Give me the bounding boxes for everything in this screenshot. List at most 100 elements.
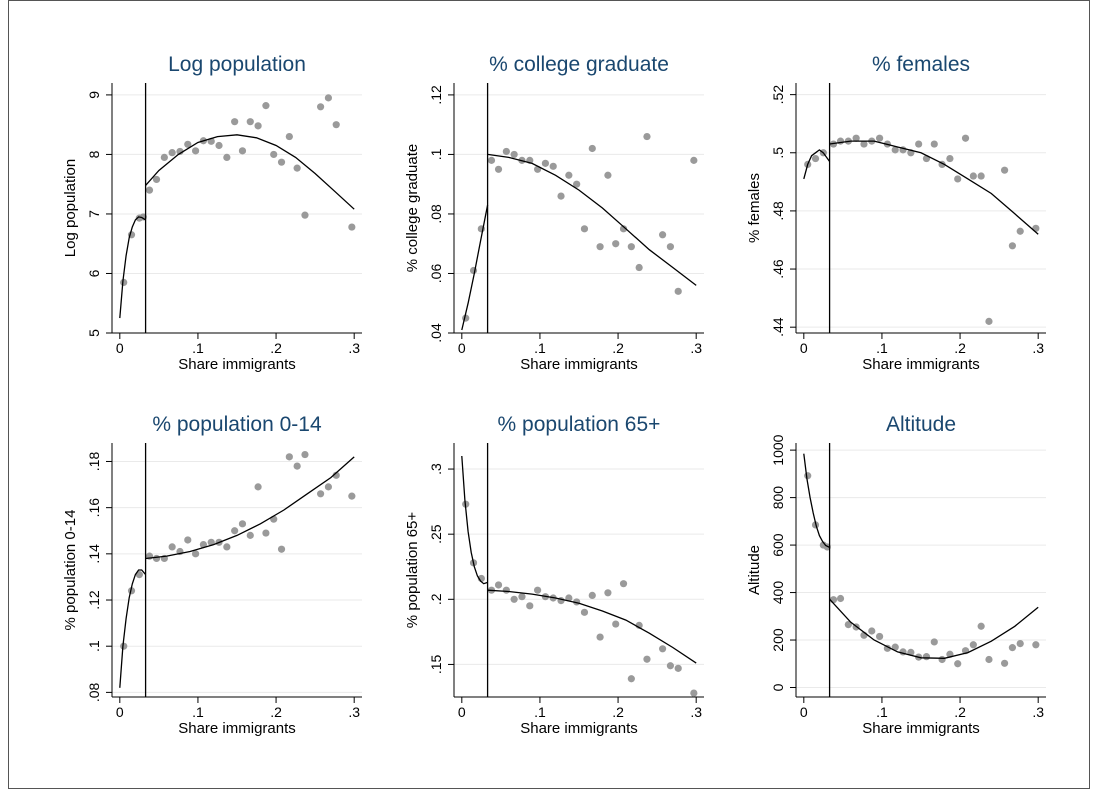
data-point	[588, 144, 596, 153]
data-point	[285, 132, 293, 141]
data-point	[168, 543, 176, 551]
data-point	[580, 225, 589, 233]
data-point	[348, 492, 356, 500]
x-tick-label: 0	[458, 340, 466, 356]
data-point	[930, 140, 938, 148]
data-point	[804, 472, 812, 480]
y-tick-label: 9	[86, 91, 102, 99]
y-tick-label: .04	[428, 323, 444, 343]
data-point	[573, 180, 581, 188]
data-point	[518, 593, 526, 601]
chart-title: % females	[872, 53, 970, 76]
data-point	[565, 171, 573, 179]
y-tick-label: 5	[86, 329, 102, 337]
data-point	[604, 589, 612, 597]
data-point	[674, 287, 682, 295]
y-axis-label: % females	[746, 173, 763, 243]
data-point	[811, 154, 820, 163]
y-tick-label: 1000	[770, 434, 786, 465]
chart-panel: .04 .06 .08 .1 .12 0 .1 .2 .3 % college graduate S…	[404, 53, 704, 373]
y-tick-label: .08	[428, 204, 444, 224]
data-point	[207, 538, 215, 546]
data-point	[868, 627, 876, 635]
data-point	[836, 137, 845, 145]
x-tick-label: .2	[270, 704, 282, 720]
fit-line-right	[487, 589, 697, 664]
y-tick-label: 6	[86, 269, 102, 277]
data-point	[277, 545, 286, 553]
data-point	[176, 147, 184, 156]
data-point	[223, 543, 231, 551]
data-point	[120, 642, 128, 650]
data-point	[246, 118, 254, 126]
figure-frame	[8, 0, 1090, 789]
data-point	[549, 162, 557, 170]
y-axis-label: Altitude	[746, 545, 763, 595]
x-axis-label: Share immigrants	[862, 720, 980, 737]
data-point	[285, 453, 293, 461]
data-point	[666, 662, 675, 670]
data-point	[666, 243, 675, 251]
data-point	[510, 595, 518, 603]
x-axis-label: Share immigrants	[520, 356, 638, 373]
x-tick-label: .2	[954, 704, 966, 720]
fit-line-right	[829, 598, 1039, 659]
data-point	[262, 102, 270, 110]
data-point	[627, 675, 635, 683]
data-point	[565, 594, 573, 602]
data-point	[502, 586, 510, 594]
y-axis-label: Log population	[62, 159, 79, 257]
y-axis-label: % population 65+	[404, 512, 421, 629]
data-point	[184, 536, 192, 544]
chart-panel: 0 200 400 600 800 1000 0 .1 .2 .3 Altitude Share im…	[746, 413, 1046, 737]
chart-title: Altitude	[886, 413, 956, 436]
fit-line-left	[461, 455, 488, 585]
data-point	[930, 638, 938, 646]
data-point	[231, 118, 239, 126]
data-point	[946, 154, 954, 163]
y-tick-label: .3	[428, 463, 444, 475]
data-point	[961, 134, 970, 142]
y-tick-label: .44	[770, 317, 786, 337]
data-point	[502, 147, 510, 156]
data-point	[612, 240, 620, 248]
fit-line-left	[803, 453, 830, 548]
data-point	[604, 171, 612, 179]
data-point	[270, 150, 278, 159]
x-tick-label: 0	[458, 704, 466, 720]
data-point	[875, 632, 884, 641]
x-tick-label: .3	[690, 340, 702, 356]
data-point	[844, 620, 852, 629]
data-point	[643, 655, 651, 663]
data-point	[1032, 641, 1040, 649]
data-point	[1016, 227, 1024, 235]
data-point	[223, 153, 231, 162]
y-tick-label: .48	[770, 201, 786, 221]
x-tick-label: .2	[270, 340, 282, 356]
data-point	[985, 317, 993, 325]
data-point	[954, 175, 962, 183]
fit-line-right	[487, 153, 697, 286]
x-tick-label: .2	[612, 340, 624, 356]
chart-title: % population 65+	[498, 413, 661, 436]
data-point	[246, 531, 254, 539]
y-axis-label: % population 0-14	[62, 510, 79, 631]
chart-panel: .15 .2 .25 .3 0 .1 .2 .3 % population 65+ Share i…	[404, 413, 704, 737]
chart-title: % population 0-14	[152, 413, 322, 436]
data-point	[612, 620, 620, 628]
y-tick-label: .12	[86, 590, 102, 610]
data-point	[238, 147, 247, 155]
y-tick-label: .12	[428, 85, 444, 105]
data-point	[316, 490, 325, 498]
data-point	[277, 158, 286, 166]
data-point	[238, 520, 247, 528]
data-point	[160, 153, 168, 162]
data-point	[215, 141, 223, 150]
x-axis-label: Share immigrants	[862, 356, 980, 373]
y-tick-label: 600	[770, 533, 786, 557]
y-tick-label: 7	[86, 210, 102, 218]
data-point	[348, 223, 356, 231]
data-point	[1000, 659, 1009, 667]
x-tick-label: .1	[192, 704, 204, 720]
data-point	[977, 622, 985, 630]
